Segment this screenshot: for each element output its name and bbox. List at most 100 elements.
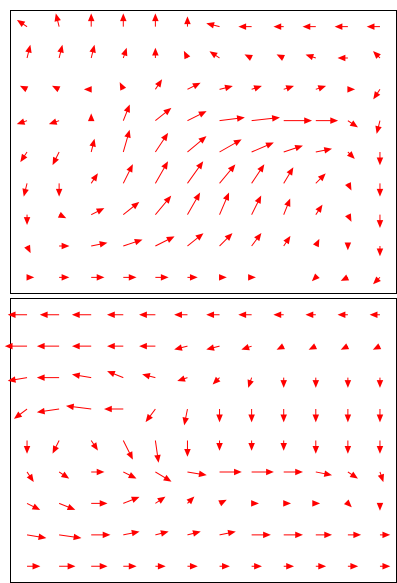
- vector-arrow: [155, 471, 172, 482]
- vector-arrow: [315, 563, 327, 570]
- vector-arrow: [334, 23, 348, 30]
- vector-arrow: [122, 164, 133, 184]
- vector-arrow: [283, 500, 292, 507]
- vector-arrow: [122, 201, 140, 216]
- vector-arrow: [315, 173, 326, 184]
- vector-arrow: [238, 23, 252, 30]
- vector-arrow: [251, 531, 271, 539]
- vector-arrow: [26, 533, 47, 540]
- vector-arrow: [315, 85, 327, 92]
- vector-arrow: [308, 343, 318, 350]
- vector-arrow: [216, 409, 223, 423]
- vector-arrow: [283, 167, 294, 184]
- vector-arrow: [344, 377, 352, 388]
- vector-arrow: [219, 274, 227, 281]
- vector-arrow: [251, 195, 262, 215]
- vector-arrow: [27, 563, 41, 570]
- vector-arrow: [90, 208, 105, 216]
- vector-arrow: [347, 120, 358, 128]
- vector-arrow: [123, 496, 140, 504]
- vector-arrow: [345, 182, 352, 191]
- vector-arrow: [248, 440, 255, 451]
- vector-arrow: [248, 409, 255, 423]
- vector-arrow: [283, 198, 291, 215]
- vector-arrow: [7, 311, 28, 318]
- vector-arrow: [373, 51, 381, 59]
- vector-arrow: [315, 204, 323, 215]
- vector-arrow: [219, 233, 233, 247]
- vector-arrow: [347, 563, 359, 570]
- vector-arrow: [283, 235, 291, 247]
- vector-arrow: [91, 274, 105, 281]
- vector-arrow: [36, 407, 60, 415]
- vector-arrow: [379, 563, 391, 570]
- vector-arrow: [155, 274, 169, 281]
- vector-arrow: [347, 86, 356, 93]
- vector-arrow: [187, 274, 198, 281]
- vector-arrow: [251, 468, 274, 476]
- vector-arrow: [376, 440, 384, 454]
- vector-arrow: [376, 246, 384, 257]
- vector-arrow: [26, 502, 41, 510]
- vector-arrow: [219, 563, 230, 570]
- vector-arrow: [152, 13, 159, 27]
- vector-arrow: [340, 343, 350, 350]
- vector-arrow: [36, 374, 60, 381]
- vector-arrow: [87, 113, 95, 122]
- vector-arrow: [340, 274, 350, 281]
- vector-arrow: [187, 161, 204, 184]
- vector-arrow: [209, 51, 220, 59]
- vector-arrow: [154, 79, 163, 90]
- vector-arrow: [119, 82, 127, 91]
- vector-arrow: [26, 274, 35, 281]
- vector-arrow: [51, 85, 61, 93]
- vector-arrow: [280, 409, 287, 423]
- vector-arrow: [177, 375, 188, 382]
- vector-arrow: [280, 440, 287, 451]
- vector-arrow: [107, 371, 124, 379]
- vector-arrow: [106, 342, 124, 350]
- vector-arrow: [39, 311, 60, 318]
- vector-arrow: [366, 23, 380, 30]
- vector-arrow: [312, 440, 320, 454]
- vector-arrow: [212, 376, 221, 385]
- vector-arrow: [238, 311, 252, 318]
- vector-arrow: [305, 311, 316, 318]
- vector-arrow: [139, 311, 156, 318]
- vector-arrow: [59, 274, 70, 281]
- vector-arrow: [139, 342, 156, 350]
- vector-arrow: [155, 563, 166, 570]
- vector-arrow: [377, 471, 384, 483]
- vector-arrow: [187, 233, 204, 247]
- vector-arrow: [155, 496, 166, 504]
- vector-arrow: [283, 144, 303, 153]
- vector-arrow: [123, 471, 137, 479]
- vector-arrow: [91, 241, 108, 248]
- vector-arrow: [142, 373, 156, 380]
- vector-arrow: [219, 529, 236, 537]
- vector-arrow: [71, 372, 92, 379]
- vector-arrow: [154, 132, 169, 153]
- vector-arrow: [48, 118, 60, 125]
- vector-arrow: [52, 440, 60, 454]
- vector-arrow: [283, 117, 313, 124]
- vector-arrow: [276, 54, 285, 61]
- vector-arrow: [337, 54, 348, 62]
- vector-arrow: [58, 502, 76, 510]
- vector-arrow: [123, 563, 137, 570]
- vector-arrow: [123, 238, 143, 247]
- vector-arrow: [311, 273, 320, 282]
- vector-arrow: [283, 468, 304, 476]
- vector-arrow: [187, 530, 201, 537]
- vector-arrow: [251, 142, 274, 153]
- vector-arrow: [154, 195, 172, 215]
- vector-arrow: [122, 129, 131, 153]
- vector-arrow: [312, 409, 320, 423]
- vector-arrow: [25, 44, 32, 59]
- vector-arrow: [315, 117, 339, 124]
- vector-arrow: [154, 440, 161, 463]
- vector-arrow: [155, 107, 172, 122]
- vector-arrow: [91, 500, 108, 507]
